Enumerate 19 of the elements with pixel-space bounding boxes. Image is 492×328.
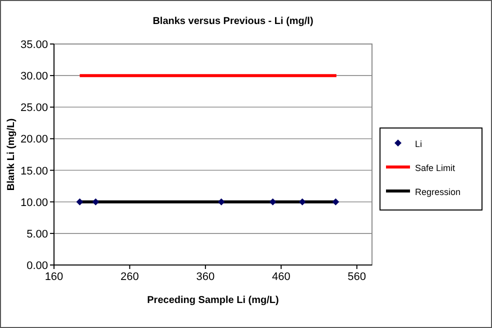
x-tick-label: 460 (272, 271, 290, 283)
x-axis-title: Preceding Sample Li (mg/L) (147, 295, 279, 306)
y-tick-label: 10.00 (20, 196, 48, 209)
y-tick-label: 20.00 (20, 134, 48, 146)
y-tick-label: 5.00 (26, 228, 48, 240)
y-tick-label: 25.00 (20, 102, 48, 114)
legend-label: Safe Limit (415, 163, 456, 173)
y-tick-label: 30.00 (20, 70, 48, 83)
legend-label: Regression (415, 187, 461, 197)
x-tick-label: 560 (348, 271, 366, 283)
y-tick-label: 0.00 (26, 260, 48, 272)
y-tick-label: 35.00 (20, 39, 48, 51)
x-tick-label: 160 (44, 271, 64, 283)
chart-title: Blanks versus Previous - Li (mg/l) (152, 16, 314, 27)
x-tick-label: 360 (196, 271, 215, 283)
y-axis-title: Blank Li (mg/L) (6, 118, 17, 191)
legend-label: Li (415, 139, 422, 149)
x-tick-label: 260 (120, 271, 139, 283)
y-tick-label: 15.00 (20, 165, 48, 178)
